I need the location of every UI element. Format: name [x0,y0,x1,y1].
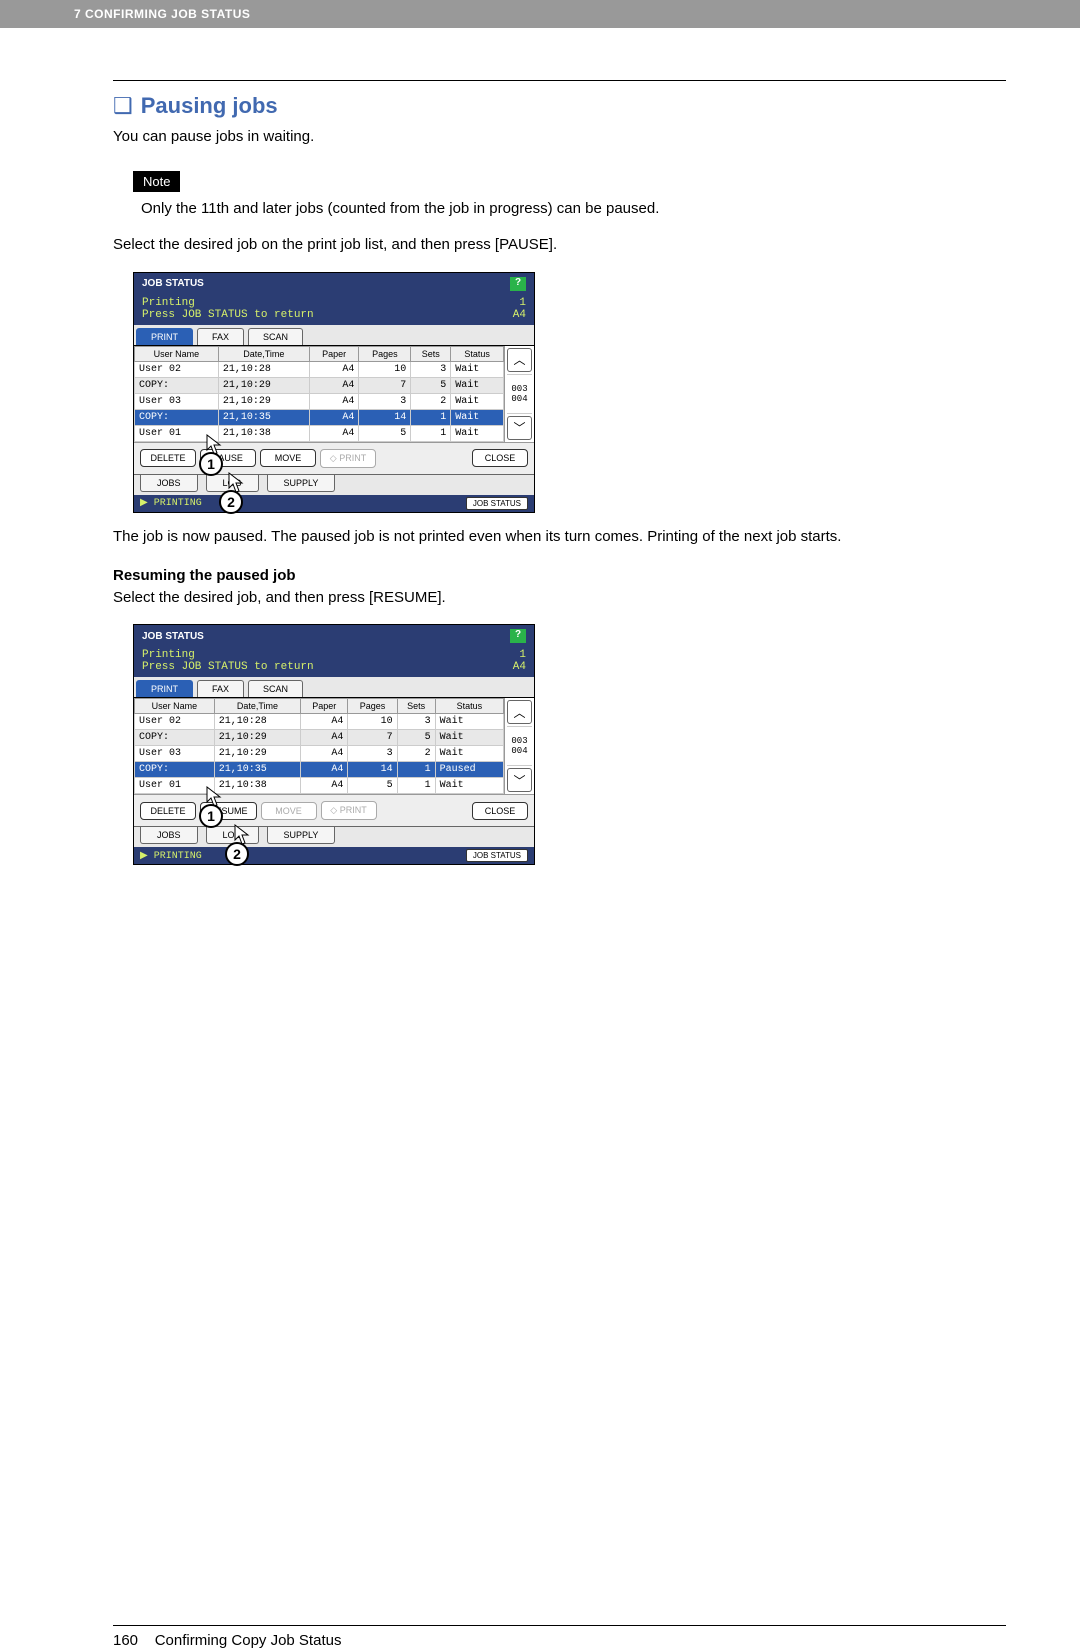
scroll-up-button[interactable]: ︿ [507,348,532,372]
scroll-up-button[interactable]: ︿ [507,700,532,724]
table-row[interactable]: User 0321,10:29A432Wait [135,393,504,409]
col-user: User Name [135,699,215,714]
scroll-down-button[interactable]: ﹀ [507,416,532,440]
subtab-jobs[interactable]: JOBS [140,475,198,492]
scroll-from: 003 [511,736,527,746]
close-button[interactable]: CLOSE [472,449,528,467]
help-icon[interactable]: ? [510,277,526,291]
status-left: ▶ PRINTING [140,850,202,862]
job-table: User Name Date,Time Paper Pages Sets Sta… [134,698,504,794]
callout-1: 1 [199,804,223,828]
col-pages: Pages [348,699,397,714]
table-row[interactable]: User 0121,10:38A451Wait [135,425,504,441]
col-pages: Pages [359,346,411,361]
callout-1: 1 [199,452,223,476]
page-number: 160 [113,1632,138,1649]
tab-scan[interactable]: SCAN [248,680,303,697]
panel-sub-line1: Printing [142,297,314,309]
help-icon[interactable]: ? [510,629,526,643]
subtab-supply[interactable]: SUPPLY [267,475,336,492]
page-header-band: 7 CONFIRMING JOB STATUS [0,0,1080,28]
panel-sub-line2: Press JOB STATUS to return [142,309,314,321]
col-user: User Name [135,346,219,361]
footer-title: Confirming Copy Job Status [155,1632,342,1649]
intro-text: You can pause jobs in waiting. [113,127,1006,147]
panel-sub-r2: A4 [513,661,526,673]
col-dt: Date,Time [214,699,301,714]
breadcrumb: 7 CONFIRMING JOB STATUS [74,7,250,21]
table-row[interactable]: User 0121,10:38A451Wait [135,778,504,794]
tab-print[interactable]: PRINT [136,680,193,697]
move-button[interactable]: MOVE [261,802,317,820]
status-left: ▶ PRINTING [140,497,202,509]
table-row[interactable]: COPY:21,10:29A475Wait [135,377,504,393]
tab-scan[interactable]: SCAN [248,328,303,345]
delete-button[interactable]: DELETE [140,449,196,467]
table-row[interactable]: COPY:21,10:29A475Wait [135,730,504,746]
tab-fax[interactable]: FAX [197,328,244,345]
delete-button[interactable]: DELETE [140,802,196,820]
result-1: The job is now paused. The paused job is… [113,527,1006,547]
jobstatus-button[interactable]: JOB STATUS [466,497,528,510]
tab-print[interactable]: PRINT [136,328,193,345]
table-row[interactable]: COPY:21,10:35A4141Paused [135,762,504,778]
note-label: Note [133,171,180,192]
move-button[interactable]: MOVE [260,449,316,467]
table-row[interactable]: User 0321,10:29A432Wait [135,746,504,762]
note-body: Only the 11th and later jobs (counted fr… [141,200,1006,217]
jobstatus-button[interactable]: JOB STATUS [466,849,528,862]
panel-sub-r1: 1 [513,649,526,661]
subtab-jobs[interactable]: JOBS [140,827,198,844]
page-footer: 160 Confirming Copy Job Status [113,1625,1006,1649]
close-button[interactable]: CLOSE [472,802,528,820]
panel-sub-line1: Printing [142,649,314,661]
table-row[interactable]: COPY:21,10:35A4141Wait [135,409,504,425]
instruction-1: Select the desired job on the print job … [113,235,1006,255]
job-status-panel-1: JOB STATUS ? Printing Press JOB STATUS t… [133,272,535,513]
scroll-to: 004 [511,394,527,404]
col-sets: Sets [397,699,435,714]
job-table: User Name Date,Time Paper Pages Sets Sta… [134,346,504,442]
panel-title: JOB STATUS [142,278,204,289]
scroll-to: 004 [511,746,527,756]
section-title: Pausing jobs [141,93,278,119]
col-dt: Date,Time [218,346,309,361]
col-paper: Paper [309,346,359,361]
col-sets: Sets [411,346,451,361]
table-row[interactable]: User 0221,10:28A4103Wait [135,361,504,377]
tab-fax[interactable]: FAX [197,680,244,697]
callout-2: 2 [219,490,243,514]
print-button[interactable]: ◇ PRINT [321,801,377,820]
print-button[interactable]: ◇ PRINT [320,449,376,468]
sub-heading: Resuming the paused job [113,567,1006,584]
col-status: Status [451,346,504,361]
col-paper: Paper [301,699,348,714]
table-row[interactable]: User 0221,10:28A4103Wait [135,714,504,730]
subtab-supply[interactable]: SUPPLY [267,827,336,844]
scroll-from: 003 [511,384,527,394]
scroll-down-button[interactable]: ﹀ [507,768,532,792]
panel-sub-line2: Press JOB STATUS to return [142,661,314,673]
col-status: Status [435,699,503,714]
panel-sub-r1: 1 [513,297,526,309]
section-bullet-icon: ❑ [113,93,133,119]
callout-2: 2 [225,842,249,866]
panel-title: JOB STATUS [142,631,204,642]
instruction-2: Select the desired job, and then press [… [113,588,1006,608]
panel-sub-r2: A4 [513,309,526,321]
job-status-panel-2: JOB STATUS ? Printing Press JOB STATUS t… [133,624,535,865]
